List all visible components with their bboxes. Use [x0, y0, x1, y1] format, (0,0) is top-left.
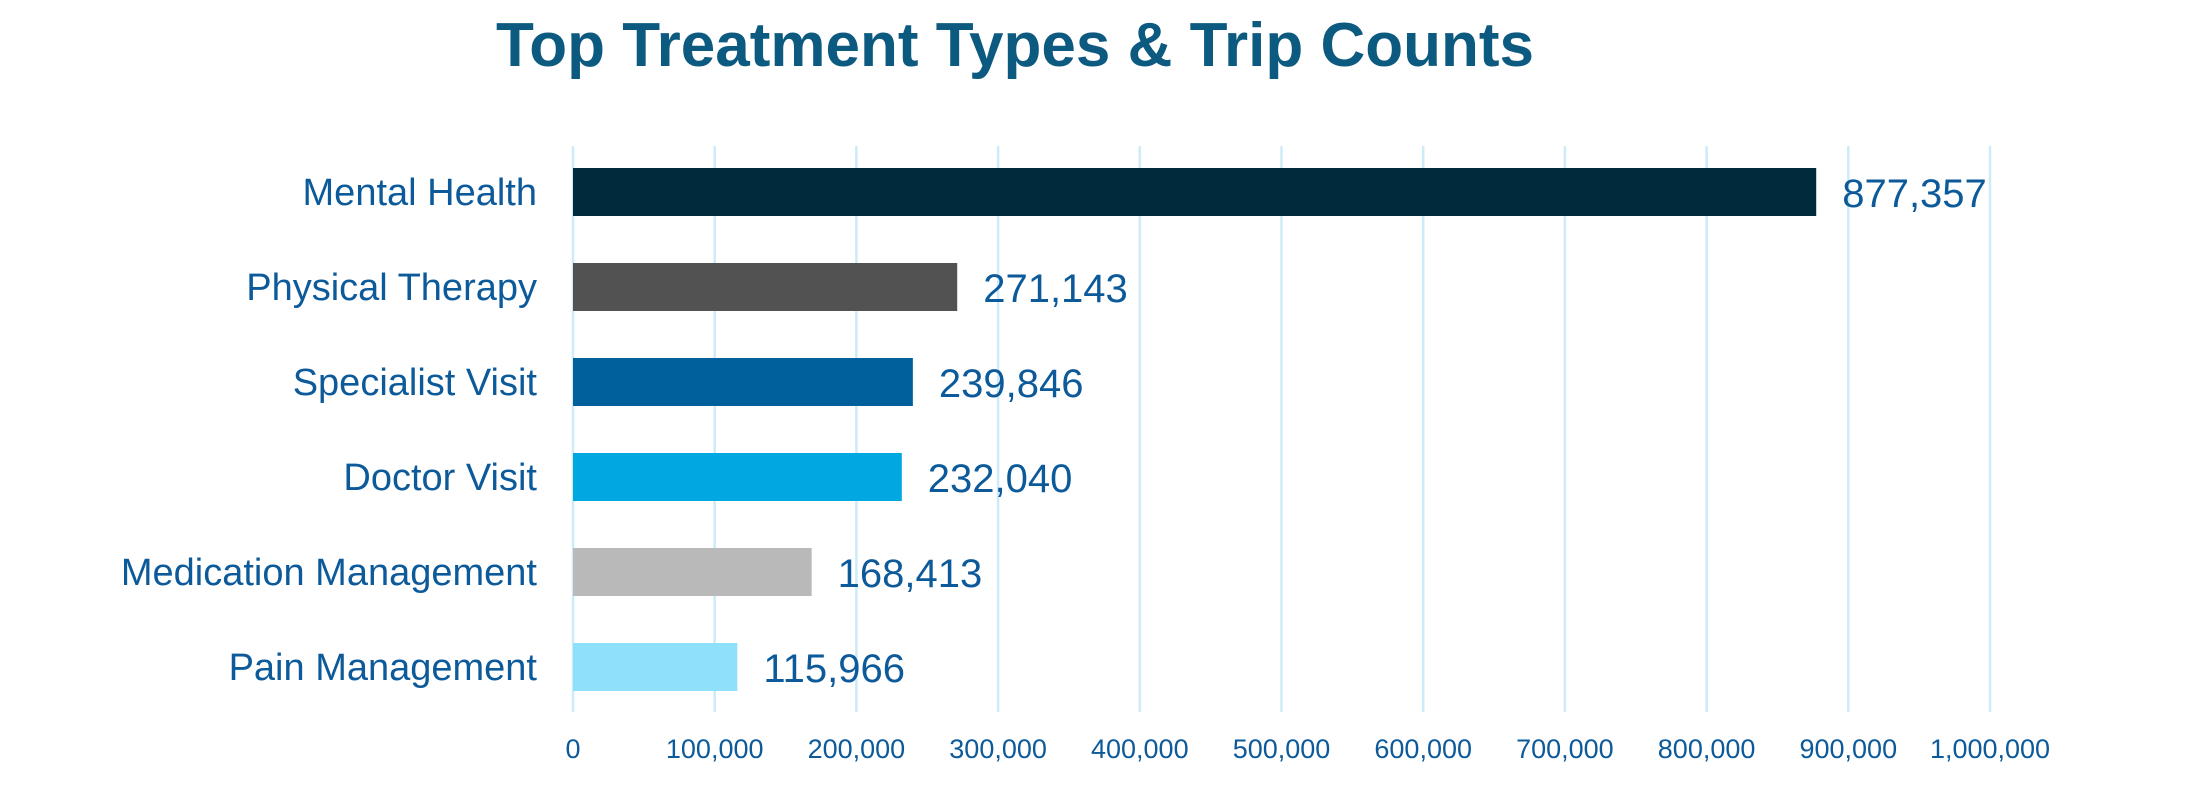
x-tick-label: 200,000: [808, 734, 906, 764]
category-label: Mental Health: [303, 172, 537, 214]
bar: [573, 263, 958, 311]
category-label: Specialist Visit: [293, 362, 538, 404]
category-label: Doctor Visit: [343, 457, 537, 499]
data-label: 115,966: [763, 647, 905, 691]
x-tick-label: 100,000: [666, 734, 764, 764]
value-labels: 877,357 271,143 239,846 232,040 168,413 115,9…: [763, 172, 1986, 691]
data-label: 239,846: [939, 362, 1084, 406]
x-tick-label: 600,000: [1374, 734, 1472, 764]
category-labels: Mental Health Physical Therapy Specialist …: [121, 172, 538, 689]
x-tick-label: 1,000,000: [1930, 734, 2050, 764]
bar: [573, 643, 738, 691]
x-tick-label: 900,000: [1799, 734, 1897, 764]
category-label: Pain Management: [229, 647, 538, 689]
data-label: 168,413: [838, 552, 983, 596]
category-label: Medication Management: [121, 552, 538, 594]
chart-title: Top Treatment Types & Trip Counts: [495, 11, 1534, 80]
x-tick-label: 700,000: [1516, 734, 1614, 764]
gridlines: [571, 146, 1992, 712]
x-tick-label: 0: [565, 734, 580, 764]
data-label: 232,040: [928, 457, 1073, 501]
bar: [573, 548, 812, 596]
x-tick-label: 800,000: [1658, 734, 1756, 764]
data-label: 877,357: [1842, 172, 1987, 216]
bars: [573, 168, 1817, 691]
x-tick-label: 300,000: [949, 734, 1047, 764]
bar: [573, 453, 902, 501]
x-axis-tick-labels: 0 100,000 200,000 300,000 400,000 500,000 600,…: [565, 734, 2050, 764]
x-tick-label: 400,000: [1091, 734, 1189, 764]
bar: [573, 168, 1817, 216]
category-label: Physical Therapy: [246, 267, 537, 309]
data-label: 271,143: [983, 267, 1128, 311]
bar: [573, 358, 913, 406]
x-tick-label: 500,000: [1233, 734, 1331, 764]
